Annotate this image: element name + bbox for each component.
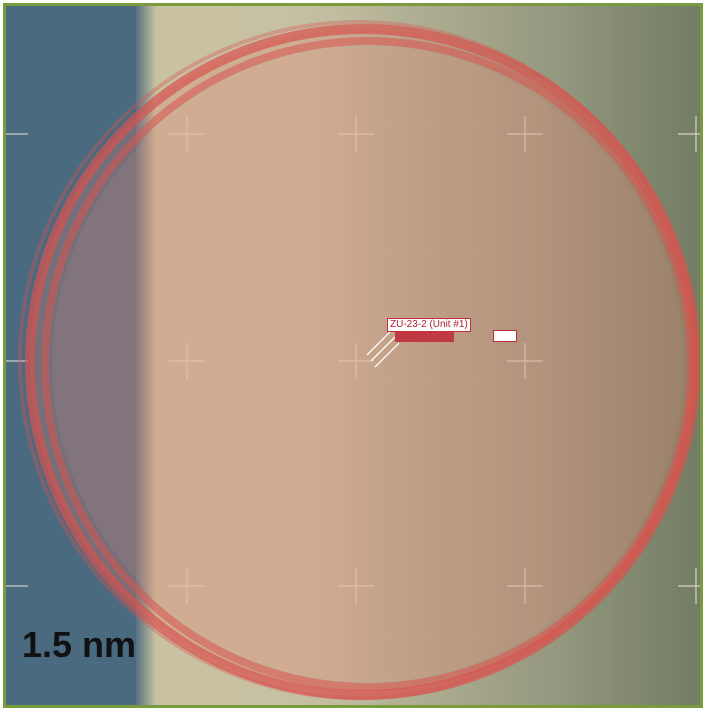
map-overlay [6,20,700,700]
range-ring-fill [30,29,696,695]
grid-cross [169,568,205,604]
map-view[interactable]: ZU-23-2 (Unit #1) 1.5 nm [3,3,703,708]
grid-cross [678,116,700,152]
range-ring-fill-inner [52,48,684,680]
grid-cross [507,568,543,604]
unit-leader-lines [366,331,400,368]
grid-crosses [6,116,700,604]
grid-cross [507,116,543,152]
range-ring [18,20,698,700]
grid-cross [678,568,700,604]
grid-cross [507,343,543,379]
grid-cross [338,116,374,152]
grid-cross [169,343,205,379]
grid-cross [338,343,374,379]
grid-cross [169,116,205,152]
grid-cross [338,568,374,604]
unit-label-stack-tail [493,330,517,342]
range-ring [41,37,695,691]
scale-label: 1.5 nm [22,624,137,665]
range-ring [25,24,700,700]
terrain-shading [336,6,700,705]
unit-label[interactable]: ZU-23-2 (Unit #1) [387,318,471,332]
